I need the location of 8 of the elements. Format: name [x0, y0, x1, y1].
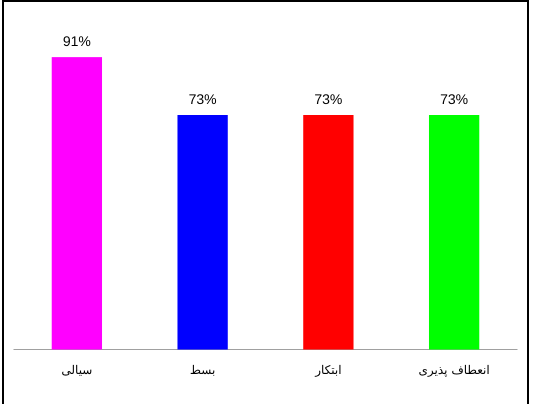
data-label: 73%: [314, 90, 342, 107]
data-label: 91%: [62, 32, 91, 49]
x-tick-label: ابتکار: [314, 362, 342, 377]
x-tick-label: سیالی: [61, 362, 92, 377]
data-label: 73%: [188, 90, 217, 107]
data-label: 73%: [440, 90, 468, 107]
x-tick-label: بسط: [190, 362, 216, 377]
x-tick-label: انعطاف پذیری: [418, 362, 490, 377]
